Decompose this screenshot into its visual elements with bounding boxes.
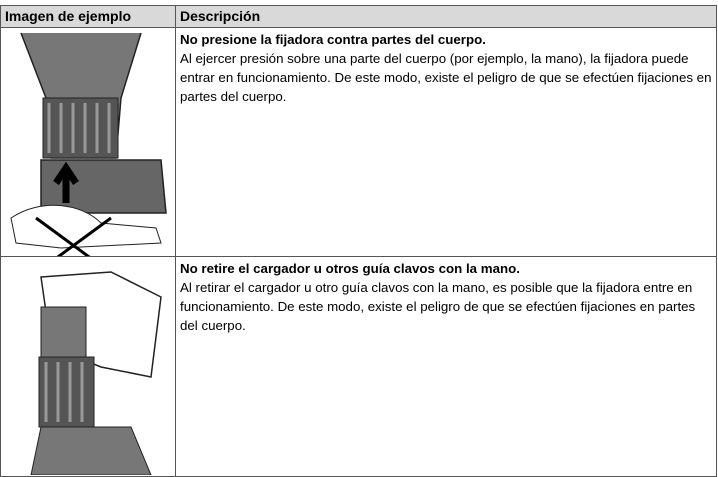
header-cell: Descripción bbox=[175, 5, 717, 28]
image-cell bbox=[0, 27, 176, 257]
row-text: Al ejercer presión sobre una parte del c… bbox=[180, 51, 712, 104]
illustration bbox=[30, 271, 162, 475]
row: No presione la fijadora contra partes de… bbox=[0, 27, 717, 257]
row-title: No retire el cargador u otros guía clavo… bbox=[180, 261, 520, 276]
image-cell bbox=[0, 256, 176, 477]
header-cell: Imagen de ejemplo bbox=[0, 5, 176, 28]
row-title: No presione la fijadora contra partes de… bbox=[180, 32, 486, 47]
safety-table: Imagen de ejemplo Descripción No presion… bbox=[0, 5, 717, 477]
description-cell: No presione la fijadora contra partes de… bbox=[175, 27, 717, 257]
header-row: Imagen de ejemplo Descripción bbox=[0, 5, 717, 28]
illustration bbox=[10, 32, 167, 256]
row: No retire el cargador u otros guía clavo… bbox=[0, 256, 717, 477]
row-text: Al retirar el cargador u otro guía clavo… bbox=[180, 280, 696, 333]
description-cell: No retire el cargador u otros guía clavo… bbox=[175, 256, 717, 477]
